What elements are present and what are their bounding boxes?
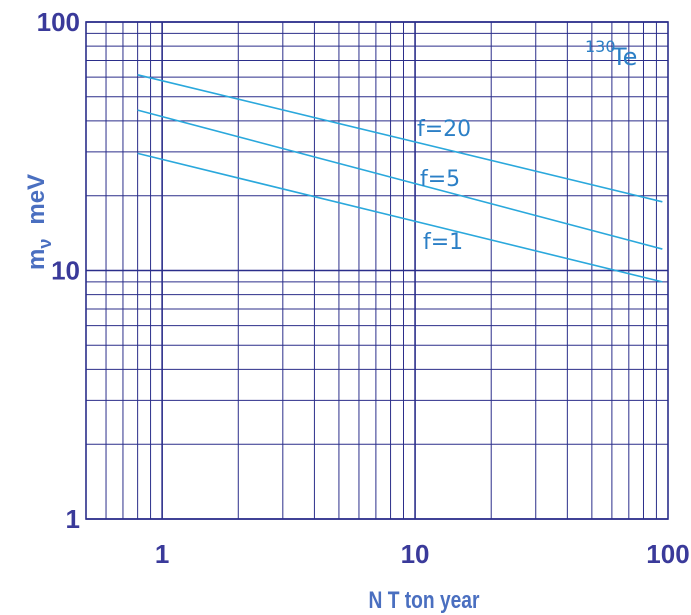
series-line-f1: [137, 152, 663, 283]
x-axis-title: N T ton year: [369, 586, 480, 614]
y-tick-label: 100: [37, 7, 80, 37]
y-axis-symbol: m: [23, 249, 50, 270]
series-label-f5: f=5: [420, 167, 460, 192]
chart-tick-labels: 1 10 100 1 10 100: [37, 7, 690, 569]
x-tick-label: 10: [401, 539, 430, 569]
isotope-symbol: Te: [611, 43, 637, 71]
y-axis-unit: meV: [23, 174, 50, 225]
series-label-f20: f=20: [417, 117, 471, 142]
series-label-f1: f=1: [423, 230, 463, 255]
series-line-f5: [137, 109, 663, 250]
isotope-mass-number: 130: [585, 37, 616, 56]
y-tick-label: 1: [66, 504, 80, 534]
y-axis-title: mν meV: [23, 174, 55, 270]
svg-text:mνmeV: mν meV: [23, 174, 55, 270]
x-tick-label: 1: [155, 539, 169, 569]
chart-grid: [85, 21, 669, 520]
y-axis-subscript: ν: [35, 239, 55, 249]
plot-frame: [85, 21, 669, 520]
y-tick-label: 10: [51, 256, 80, 286]
chart-series: [137, 74, 663, 283]
x-tick-label: 100: [646, 539, 689, 569]
series-line-f20: [137, 74, 663, 203]
